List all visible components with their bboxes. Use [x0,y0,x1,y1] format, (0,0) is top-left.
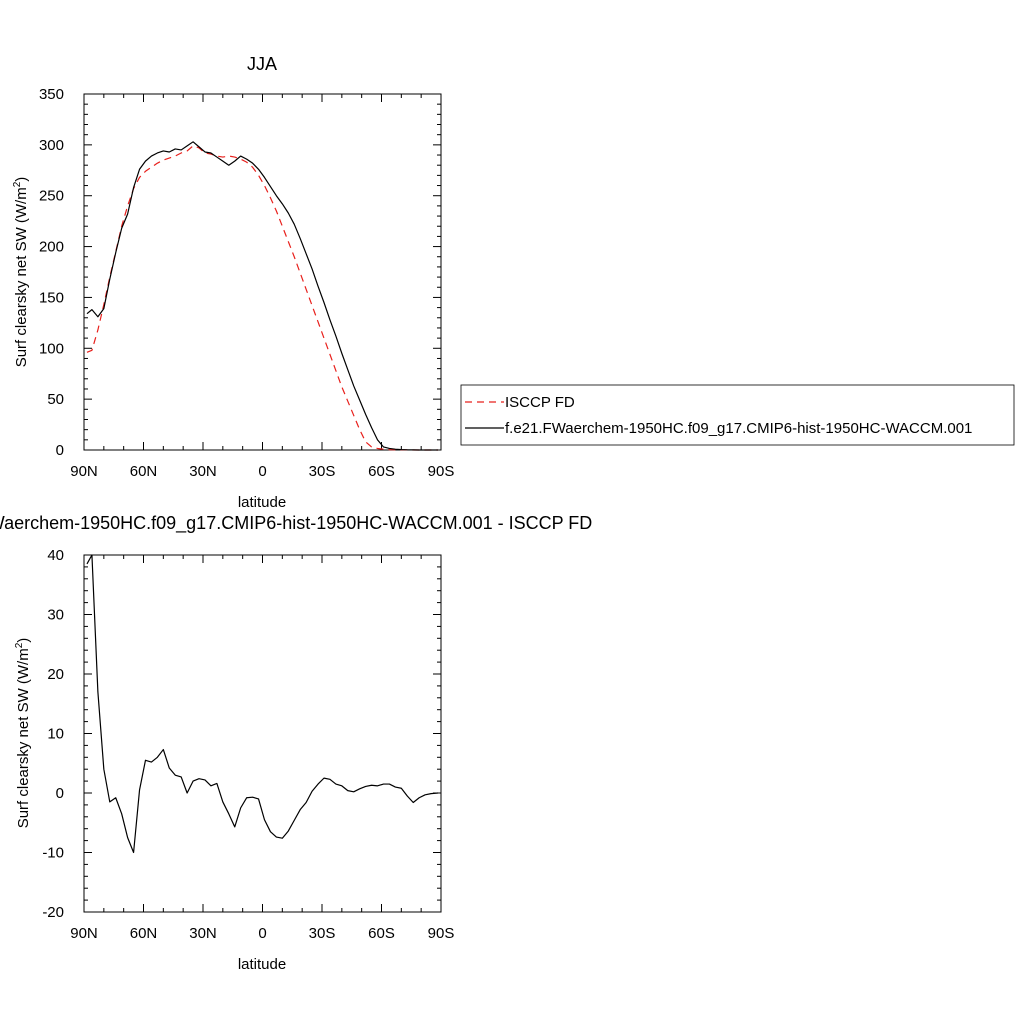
x-tick-label-bottom: 60N [130,925,158,942]
y-axis-label-top-suffix: ) [13,177,30,182]
axis-ticks-top: 90N 60N 30N 0 30S 60S 90S 0 50 100 150 200 250 300 350 [39,86,454,480]
y-tick-label-top: 0 [56,442,64,459]
y-tick-label-bottom: 10 [47,726,64,743]
y-tick-label-bottom: 30 [47,607,64,624]
x-tick-label-top: 0 [258,463,266,480]
x-tick-label-top: 30S [309,463,336,480]
x-tick-label-top: 90S [428,463,455,480]
legend-label-model: f.e21.FWaerchem-1950HC.f09_g17.CMIP6-his… [505,420,972,437]
y-axis-label-bottom-main: Surf clearsky net SW (W/m [15,648,32,828]
legend-label-isccp: ISCCP FD [505,394,575,411]
x-tick-label-bottom: 90N [70,925,98,942]
y-axis-label-bottom: Surf clearsky net SW (W/m2) [14,638,32,829]
series-group-bottom [86,554,439,854]
x-tick-label-top: 90N [70,463,98,480]
y-tick-label-bottom: -10 [42,845,64,862]
y-tick-label-bottom: 20 [47,666,64,683]
y-tick-label-bottom: 40 [47,547,64,564]
x-tick-label-bottom: 30N [189,925,217,942]
chart-panel-top: JJA 90N 60N 30N 0 30S 60S 90S 0 50 100 150 200 250 30… [12,54,454,511]
y-axis-label-top-main: Surf clearsky net SW (W/m [13,187,30,367]
series-line-bottom-0 [86,554,439,854]
x-tick-label-bottom: 30S [309,925,336,942]
y-tick-label-top: 250 [39,188,64,205]
y-tick-label-top: 200 [39,239,64,256]
plot-frame-top [83,93,442,451]
series-group-top [86,141,439,451]
y-axis-label-top-sup: 2 [12,181,23,187]
plot-frame-bottom [83,554,442,913]
y-tick-label-top: 50 [47,391,64,408]
x-tick-label-top: 60S [368,463,395,480]
y-axis-label-bottom-suffix: ) [15,638,32,643]
x-axis-label-top: latitude [238,494,286,511]
legend-box [460,384,1015,446]
y-tick-label-top: 300 [39,137,64,154]
y-tick-label-top: 350 [39,86,64,103]
chart-title-top: JJA [247,54,277,74]
y-axis-label-bottom-sup: 2 [14,642,25,648]
x-axis-label-bottom: latitude [238,956,286,973]
y-tick-label-top: 150 [39,289,64,306]
y-tick-label-bottom: -20 [42,904,64,921]
y-axis-label-top: Surf clearsky net SW (W/m2) [12,177,30,368]
x-tick-label-bottom: 90S [428,925,455,942]
y-tick-label-bottom: 0 [56,785,64,802]
series-line-top-0 [86,145,439,451]
legend: ISCCP FD f.e21.FWaerchem-1950HC.f09_g17.… [460,384,1015,446]
x-tick-label-bottom: 60S [368,925,395,942]
x-tick-label-top: 30N [189,463,217,480]
series-line-top-1 [86,141,439,451]
axis-ticks-bottom: 90N 60N 30N 0 30S 60S 90S -20 -10 0 10 20 30 40 [42,547,454,942]
x-tick-label-top: 60N [130,463,158,480]
chart-title-bottom: f.e21.FWaerchem-1950HC.f09_g17.CMIP6-his… [0,513,592,534]
x-tick-label-bottom: 0 [258,925,266,942]
y-tick-label-top: 100 [39,340,64,357]
chart-panel-bottom: f.e21.FWaerchem-1950HC.f09_g17.CMIP6-his… [0,513,592,973]
